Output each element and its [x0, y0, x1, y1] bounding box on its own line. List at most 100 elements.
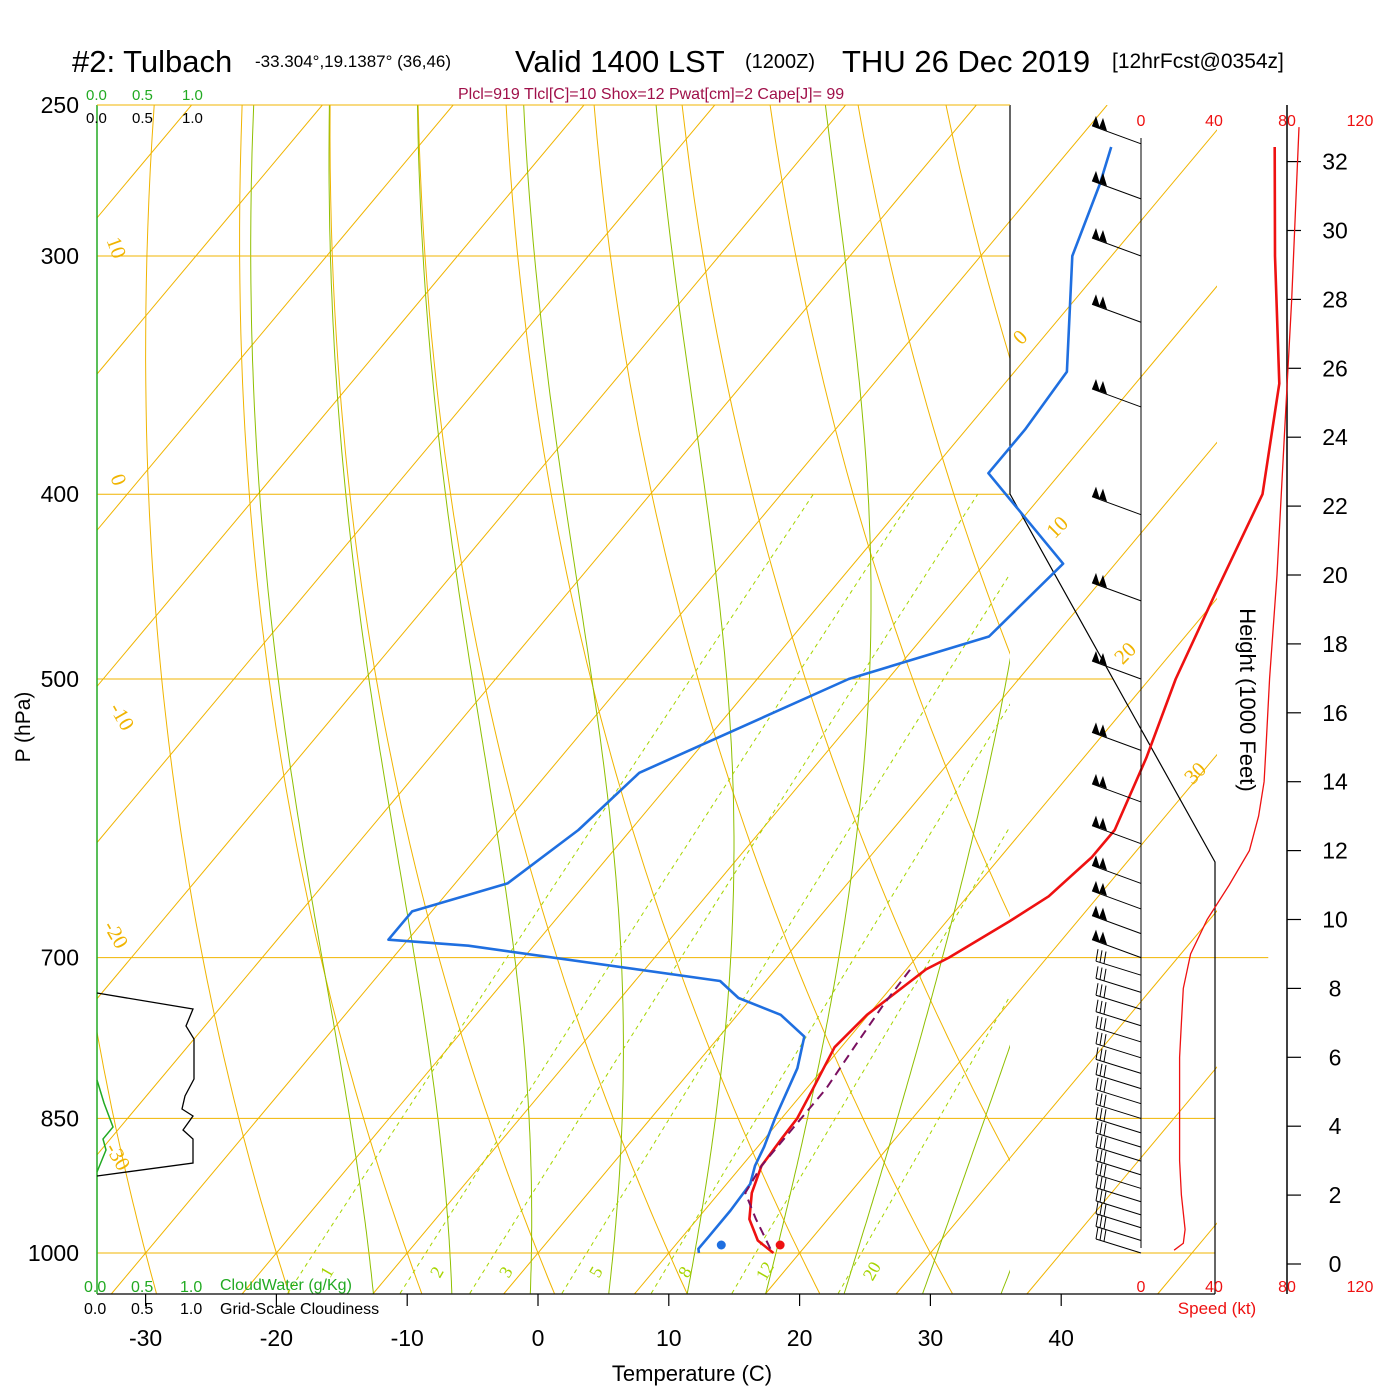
mixing-ratio-line	[399, 493, 916, 1294]
cloudiness-ticks-bottom: 0.0 0.5 1.0 Grid-Scale Cloudiness	[84, 1301, 379, 1318]
cloud-water-tick: 0.0	[84, 1279, 106, 1296]
wind-barb	[1095, 1118, 1142, 1134]
station-coords: -33.304°,19.1387° (36,46)	[255, 52, 451, 71]
mixing-ratio-line	[287, 493, 814, 1294]
moist-adiabat-line	[765, 105, 872, 1294]
wind-barb	[1095, 1160, 1142, 1176]
height-tick-label: 20	[1322, 562, 1348, 588]
dry-adiabat-line	[681, 105, 1010, 1162]
wind-barb	[1091, 890, 1142, 910]
wind-barb-pennant	[1092, 486, 1100, 500]
surface-dewpoint-point	[716, 1240, 726, 1250]
speed-tick-label: 120	[1347, 113, 1374, 130]
wind-barb	[1095, 1011, 1142, 1027]
wind-barb-feather	[1095, 1077, 1099, 1090]
wind-barb-pennant	[1099, 724, 1107, 738]
cloud-water-ticks-top: 0.0 0.5 1.0	[86, 87, 203, 104]
surface-temperature-point	[775, 1240, 785, 1250]
wind-barb-pennant	[1099, 574, 1107, 588]
cloudiness-tick: 0.0	[86, 110, 107, 127]
temperature-line	[748, 146, 1281, 1255]
mixing-ratio-lines	[287, 493, 1010, 1294]
isotherm-line	[372, 285, 1217, 1295]
dry-adiabat-line	[1026, 71, 1400, 1293]
cloudiness-tick: 0.5	[132, 110, 153, 127]
wind-barb	[1091, 125, 1142, 145]
isotherm-lines	[97, 105, 1217, 1295]
height-tick-label: 16	[1322, 700, 1348, 726]
wind-barb	[1095, 1226, 1142, 1241]
wind-barb-feather	[1099, 1189, 1103, 1203]
wind-barb-pennant	[1092, 929, 1100, 943]
forecast-label: [12hrFcst@0354z]	[1112, 50, 1284, 73]
speed-tick-label: 120	[1347, 1279, 1374, 1296]
x-axis-title: Temperature (C)	[612, 1361, 772, 1386]
height-tick-label: 6	[1329, 1044, 1342, 1070]
wind-barb-feather	[1099, 1150, 1103, 1163]
pressure-tick-label: 300	[41, 243, 79, 269]
wind-barb-feather	[1095, 1148, 1099, 1161]
wind-barb-pennant	[1099, 817, 1107, 831]
moist-adiabat-line	[1000, 1269, 1010, 1294]
cloudiness-ticks-top: 0.0 0.5 1.0	[86, 110, 203, 127]
dry-adiabat-line	[329, 105, 555, 1294]
wind-barb	[1091, 939, 1142, 959]
wind-barb-feather	[1095, 1047, 1099, 1060]
temperature-tick-label: 10	[656, 1325, 682, 1351]
mixing-ratio-line	[469, 493, 979, 1294]
height-tick-label: 24	[1322, 424, 1348, 450]
height-tick-label: 28	[1322, 286, 1348, 312]
wind-barb-feather	[1103, 1191, 1107, 1204]
height-tick-label: 8	[1329, 975, 1342, 1001]
wind-barb-feather	[1103, 968, 1107, 981]
wind-barb-feather	[1099, 1063, 1103, 1076]
wind-barb-feather	[1103, 1204, 1107, 1217]
pressure-tick-label: 700	[41, 945, 79, 971]
wind-barb	[1095, 1058, 1142, 1074]
wind-barb-feather	[1099, 1093, 1103, 1106]
station-title: #2: Tulbach	[72, 44, 232, 79]
wind-barb-feather	[1099, 1228, 1103, 1241]
wind-barb-pennant	[1099, 882, 1107, 896]
moist-adiabat-line	[328, 105, 453, 1294]
wind-barb-feather	[1103, 1049, 1107, 1062]
isotherm-line	[503, 441, 1217, 1295]
wind-barb-feather	[1095, 1121, 1099, 1134]
wind-barb	[1095, 1027, 1142, 1043]
height-tick-label: 32	[1322, 149, 1348, 175]
wind-barb-feather	[1095, 1015, 1099, 1029]
wind-barb-pennant	[1092, 905, 1100, 919]
mixing-ratio-line	[561, 572, 1010, 1294]
wind-barb-pennant	[1092, 880, 1100, 894]
cloudiness-tick: 0.0	[84, 1301, 106, 1318]
wind-barb-feather	[1103, 1137, 1107, 1150]
wind-barb-feather	[1103, 1034, 1107, 1047]
wind-barb	[1095, 1213, 1142, 1229]
cloudiness-tick: 1.0	[180, 1301, 202, 1318]
isotherm-line	[241, 129, 1217, 1295]
wind-barb-feather	[1095, 1175, 1099, 1188]
dry-adiabat-line	[97, 1029, 157, 1294]
wind-barb	[1095, 1043, 1142, 1059]
wind-barb-feather	[1095, 999, 1099, 1012]
height-tick-label: 4	[1329, 1113, 1342, 1139]
wind-barb-feather	[1099, 1078, 1103, 1091]
wind-barb-feather	[1099, 967, 1103, 980]
wind-barb	[1095, 1187, 1142, 1203]
wind-barb	[1091, 237, 1142, 257]
wind-barb-feather	[1103, 1216, 1107, 1229]
dry-adiabat-line	[0, 71, 24, 1293]
cloud-water-tick: 1.0	[180, 1279, 202, 1296]
wind-barb-feather	[1099, 1017, 1103, 1030]
dry-adiabat-line	[857, 105, 1010, 655]
temperature-tick-label: 20	[787, 1325, 813, 1351]
dry-adiabat-line	[505, 105, 821, 1294]
wind-barb	[1095, 1089, 1142, 1105]
wind-barb-pennant	[1092, 378, 1100, 392]
temperature-tick-label: -20	[260, 1325, 293, 1351]
temperature-tick-label: 30	[918, 1325, 944, 1351]
wind-barb	[1095, 1200, 1142, 1216]
isotherm-line	[895, 910, 1217, 1295]
